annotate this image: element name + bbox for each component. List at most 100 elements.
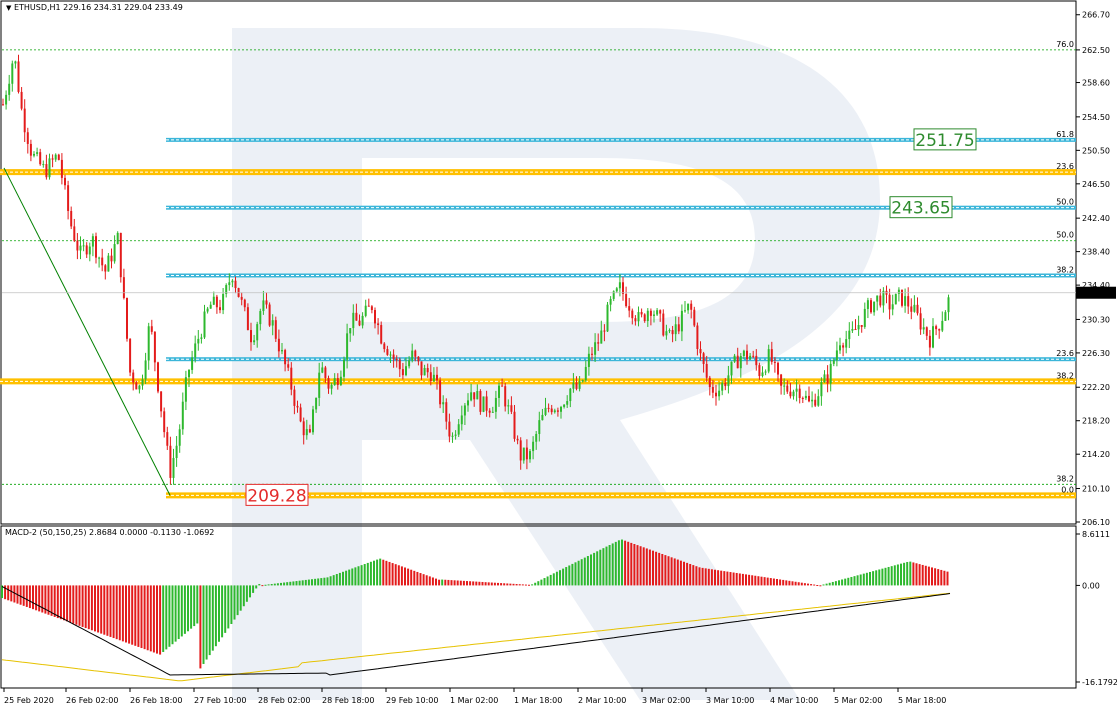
candle — [783, 378, 786, 395]
candle — [891, 294, 894, 316]
macd-bar — [63, 585, 65, 621]
candle — [228, 273, 231, 291]
time-tick-label: 26 Feb 02:00 — [66, 696, 118, 705]
macd-bar — [103, 585, 106, 635]
candle-body — [535, 433, 538, 442]
macd-bar — [720, 570, 723, 586]
candle-body — [197, 338, 200, 344]
price-tick-label: 230.30 — [1082, 315, 1110, 324]
candle — [104, 264, 107, 280]
candle-body — [783, 385, 786, 387]
macd-bar — [385, 560, 388, 586]
macd-bar — [159, 585, 162, 655]
candles — [2, 54, 950, 485]
macd-bar — [326, 577, 329, 586]
candle-body — [346, 333, 349, 360]
candle-body — [126, 297, 128, 339]
candle-body — [553, 410, 556, 413]
macd-bar — [369, 561, 372, 586]
price-tick-label: 266.70 — [1082, 11, 1110, 20]
candle-body — [91, 236, 94, 247]
candle-body — [560, 406, 562, 412]
candle-body — [26, 132, 29, 144]
macd-bar — [586, 556, 589, 586]
candle-body — [612, 291, 615, 299]
candle-body — [761, 372, 764, 377]
macd-bar — [422, 574, 425, 586]
macd-bar — [825, 583, 828, 586]
price-tick-label: 222.20 — [1082, 383, 1110, 392]
candle-body — [240, 296, 243, 300]
macd-bar — [410, 569, 413, 586]
candle-body — [935, 326, 938, 330]
time-tick-label: 25 Feb 2020 — [4, 696, 54, 705]
macd-bar — [137, 585, 140, 647]
macd-bar — [686, 562, 689, 586]
candle — [57, 153, 60, 161]
candle — [160, 391, 163, 418]
candle — [857, 315, 860, 336]
candle-body — [904, 296, 907, 306]
candle-body — [888, 294, 891, 310]
candle — [479, 389, 482, 415]
candle — [129, 338, 132, 377]
candle-body — [597, 342, 600, 344]
macd-bar — [478, 581, 481, 586]
macd-bar — [844, 578, 847, 586]
macd-bar — [701, 567, 704, 586]
collapse-triangle-icon[interactable]: ▼ — [6, 4, 12, 12]
macd-bar — [44, 585, 47, 614]
candle-body — [355, 312, 358, 321]
candle — [671, 325, 674, 343]
candle-body — [572, 382, 575, 389]
macd-bar — [655, 551, 658, 586]
macd-bar — [924, 565, 927, 586]
macd-bar — [670, 557, 673, 586]
candle — [866, 297, 869, 319]
candle — [894, 293, 897, 305]
macd-bar — [912, 562, 915, 586]
macd-bar — [906, 561, 909, 586]
candle — [250, 322, 252, 351]
candle — [14, 60, 17, 69]
candle — [752, 350, 755, 359]
candle-body — [625, 294, 628, 307]
price-annotation-2: 209.28 — [245, 483, 309, 506]
candle — [625, 286, 628, 308]
macd-bar — [233, 585, 236, 620]
candle — [178, 424, 181, 453]
candle — [200, 333, 203, 344]
macd-bar — [627, 541, 630, 586]
candle-body — [786, 385, 789, 392]
candle-body — [312, 409, 314, 433]
macd-bar — [881, 568, 884, 586]
candle-body — [122, 277, 125, 298]
macd-bar — [559, 570, 561, 586]
candle — [386, 345, 389, 356]
candle-body — [637, 312, 640, 322]
candle-body — [550, 408, 553, 413]
macd-bar — [785, 580, 788, 586]
annotation-text: 209.28 — [247, 486, 306, 506]
candle-body — [436, 374, 438, 381]
candle — [259, 308, 262, 331]
macd-bar — [667, 556, 670, 586]
macd-bar — [388, 561, 391, 586]
annotation-box — [913, 128, 977, 151]
candle-body — [225, 285, 228, 295]
candle — [144, 352, 147, 384]
macd-bar — [75, 585, 78, 625]
candle — [110, 248, 113, 269]
fib-level-label: 38.2 — [1056, 371, 1074, 380]
macd-bar — [245, 585, 248, 602]
candle — [823, 370, 826, 383]
candle-body — [922, 327, 925, 330]
candle-body — [14, 61, 17, 64]
macd-bar — [772, 578, 775, 586]
candle-body — [48, 158, 51, 178]
macd-bar — [679, 560, 682, 586]
candle-body — [932, 326, 934, 348]
candle-body — [79, 245, 82, 251]
macd-bar — [735, 572, 738, 586]
